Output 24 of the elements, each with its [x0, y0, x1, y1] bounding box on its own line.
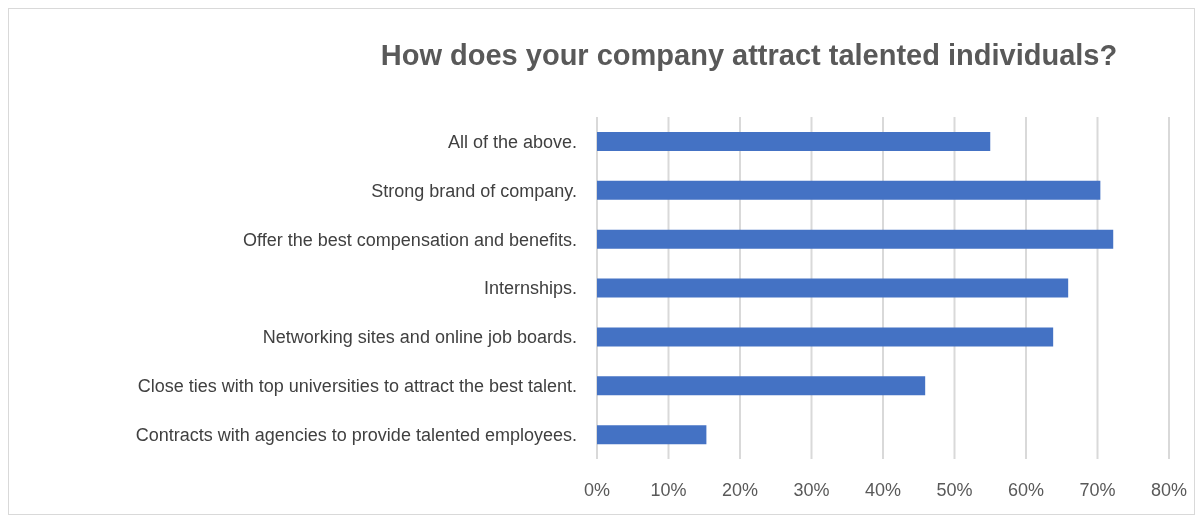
bar [597, 132, 991, 151]
bar [597, 278, 1069, 298]
x-tick-label: 60% [1007, 479, 1045, 500]
y-tick-label: All of the above. [447, 131, 577, 152]
bar [597, 327, 1054, 347]
x-tick-label: 30% [793, 479, 830, 500]
bar [597, 180, 1101, 200]
x-tick-label: 70% [1079, 479, 1116, 500]
chart-title: How does your company attract talented individuals? [379, 39, 1119, 72]
x-tick-label: 20% [721, 479, 759, 500]
x-tick-label: 50% [936, 479, 973, 500]
bar [597, 376, 926, 396]
bar [597, 229, 1114, 249]
y-tick-label: Contracts with agencies to provide talented employees. [135, 424, 577, 445]
y-tick-label: Internships. [483, 278, 577, 299]
y-tick-label: Offer the best compensation and benefits. [243, 229, 577, 250]
y-tick-label: Close ties with top universities to attract the best talent. [137, 376, 577, 397]
x-tick-label: 10% [650, 479, 687, 500]
y-tick-label: Strong brand of company. [371, 180, 577, 201]
x-tick-label: 80% [1150, 479, 1188, 500]
x-tick-label: 40% [864, 479, 902, 500]
y-tick-label: Networking sites and online job boards. [262, 327, 577, 348]
x-tick-label: 0% [583, 479, 611, 500]
bar [597, 425, 707, 445]
